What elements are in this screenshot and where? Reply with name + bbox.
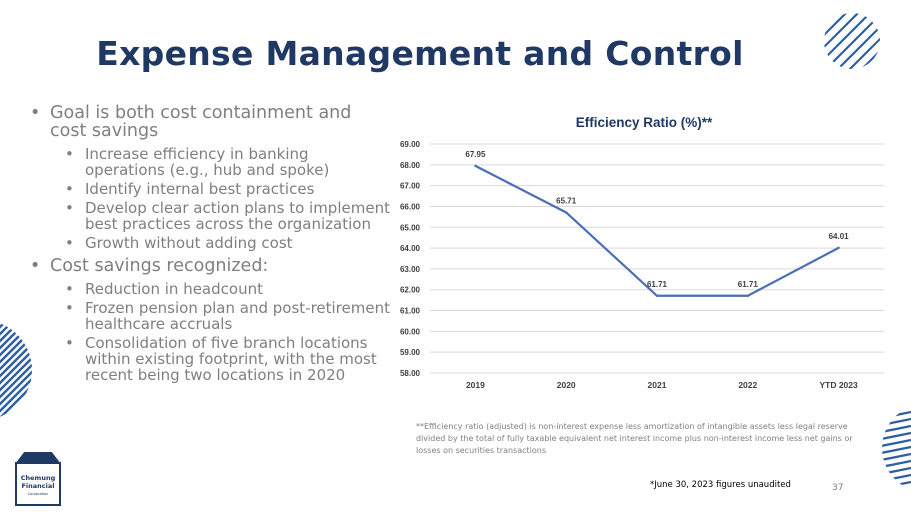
data-point xyxy=(565,211,568,214)
sub-bullet-text: Identify internal best practices xyxy=(85,180,315,198)
x-tick-label: 2020 xyxy=(557,380,576,390)
data-label: 61.71 xyxy=(647,280,668,289)
bullet-list: • Goal is both cost containment and cost … xyxy=(30,104,390,389)
x-tick-label: 2022 xyxy=(738,380,757,390)
x-tick-label: YTD 2023 xyxy=(819,380,858,390)
sub-bullet-text: Develop clear action plans to implement … xyxy=(85,199,390,233)
data-point xyxy=(837,246,840,250)
bullet-savings: • Cost savings recognized: xyxy=(30,256,269,276)
bullet-goal-text: Goal is both cost containment and cost s… xyxy=(50,103,352,141)
sub-bullet: • Develop clear action plans to implement… xyxy=(65,199,390,233)
x-tick-label: 2021 xyxy=(648,380,667,390)
logo-roof xyxy=(15,452,61,464)
chart-title: Efficiency Ratio (%)** xyxy=(576,115,713,130)
sub-bullet-text: Frozen pension plan and post-retirement … xyxy=(85,299,390,333)
y-tick-label: 66.00 xyxy=(400,202,421,211)
company-logo: Chemung Financial Corporation xyxy=(15,452,61,506)
sub-bullet: • Frozen pension plan and post-retirement… xyxy=(65,299,390,333)
data-point xyxy=(474,164,477,168)
y-tick-label: 68.00 xyxy=(400,161,421,170)
y-tick-label: 67.00 xyxy=(400,182,421,191)
chart-footnote: **Efficiency ratio (adjusted) is non-int… xyxy=(416,422,853,455)
logo-line1: Chemung xyxy=(20,474,56,482)
x-tick-label: 2019 xyxy=(466,380,485,390)
y-tick-label: 69.00 xyxy=(400,140,421,149)
decorative-striped-circle-bottom-right xyxy=(882,404,911,490)
data-point xyxy=(655,294,659,297)
sub-bullet: • Consolidation of five branch locations … xyxy=(65,334,377,384)
page-number: 37 xyxy=(832,483,844,493)
data-label: 61.71 xyxy=(738,280,759,289)
logo-line3: Corporation xyxy=(27,492,49,496)
sub-bullet-text: Growth without adding cost xyxy=(85,234,293,252)
savings-sub-list: • Reduction in headcount • Frozen pension … xyxy=(30,281,390,383)
data-label: 67.95 xyxy=(465,150,486,159)
goal-sub-list: • Increase efficiency in banking operatio… xyxy=(30,146,390,251)
y-tick-label: 62.00 xyxy=(400,286,421,295)
y-tick-label: 58.00 xyxy=(400,369,421,378)
bullet-goal: • Goal is both cost containment and cost … xyxy=(30,103,352,141)
y-tick-label: 60.00 xyxy=(400,327,421,336)
sub-bullet: • Growth without adding cost xyxy=(65,234,293,252)
sub-bullet: • Identify internal best practices xyxy=(65,180,315,198)
sub-bullet: • Increase efficiency in banking operatio… xyxy=(65,145,330,179)
y-tick-label: 63.00 xyxy=(400,265,421,274)
unaudited-note: *June 30, 2023 figures unaudited xyxy=(650,480,791,490)
logo-line2: Financial xyxy=(21,482,55,490)
sub-bullet: • Reduction in headcount xyxy=(65,280,263,298)
efficiency-ratio-chart: Efficiency Ratio (%)** 58.00 59.00 60.00 61… xyxy=(400,115,884,390)
page-title: Expense Management and Control xyxy=(96,34,744,73)
data-point xyxy=(746,294,749,297)
bullet-savings-text: Cost savings recognized: xyxy=(50,256,269,276)
logo-text: Chemung Financial xyxy=(17,474,59,490)
y-tick-label: 65.00 xyxy=(400,223,421,232)
sub-bullet-text: Consolidation of five branch locations w… xyxy=(85,334,377,384)
decorative-striped-circle-left xyxy=(0,320,32,420)
y-tick-label: 59.00 xyxy=(400,348,421,357)
y-tick-label: 61.00 xyxy=(400,307,421,316)
sub-bullet-text: Increase efficiency in banking operation… xyxy=(85,145,330,179)
data-label: 64.01 xyxy=(829,232,850,241)
data-label: 65.71 xyxy=(556,196,577,205)
sub-bullet-text: Reduction in headcount xyxy=(85,280,263,298)
decorative-striped-circle-top-right xyxy=(824,13,880,69)
y-tick-label: 64.00 xyxy=(400,244,421,253)
